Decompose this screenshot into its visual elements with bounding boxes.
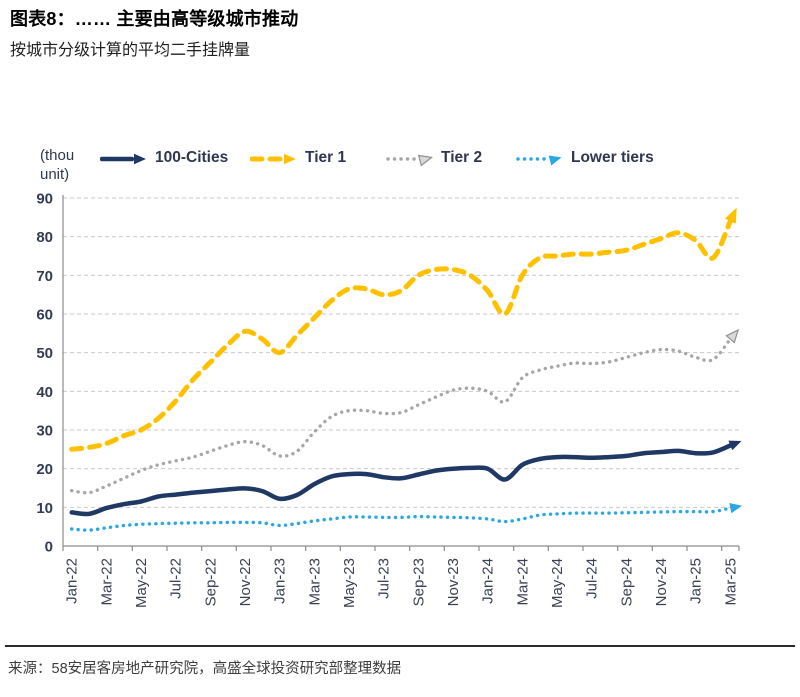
svg-text:Jul-22: Jul-22 xyxy=(168,558,185,599)
svg-text:Jul-23: Jul-23 xyxy=(376,558,393,599)
svg-text:Mar-22: Mar-22 xyxy=(98,558,115,606)
page-title: 图表8：…… 主要由高等级城市推动 xyxy=(10,9,299,29)
y-axis-unit-line1: (thou xyxy=(40,147,75,164)
y-axis-unit-line2: unit) xyxy=(40,166,70,183)
chart-subtitle: 按城市分级计算的平均二手挂牌量 xyxy=(10,42,251,59)
svg-text:Nov-24: Nov-24 xyxy=(653,558,670,606)
svg-text:Mar-25: Mar-25 xyxy=(722,558,739,606)
dashed-line-arrow-icon xyxy=(250,153,296,165)
legend-item-tier-2: Tier 2 xyxy=(386,149,482,167)
line-chart-plot: 0 10 20 30 40 50 60 70 80 90 Jan-22 Mar-22 May-22 Jul… xyxy=(36,191,743,608)
dotted-line-arrow-icon xyxy=(386,154,434,167)
svg-text:Mar-24: Mar-24 xyxy=(514,558,531,606)
svg-text:Jan-22: Jan-22 xyxy=(64,558,81,604)
footer-divider xyxy=(5,645,795,647)
legend-item-lower-tiers: Lower tiers xyxy=(516,149,654,167)
svg-text:Jan-23: Jan-23 xyxy=(272,558,289,604)
source-note: 来源：58安居客房地产研究院，高盛全球投资研究部整理数据 xyxy=(8,661,402,677)
solid-line-arrow-icon xyxy=(100,153,146,165)
svg-text:0: 0 xyxy=(45,539,53,556)
legend-item-tier-1: Tier 1 xyxy=(250,149,346,167)
svg-text:Nov-22: Nov-22 xyxy=(237,558,254,606)
svg-text:50: 50 xyxy=(36,345,53,362)
svg-text:80: 80 xyxy=(36,229,53,246)
svg-text:Sep-22: Sep-22 xyxy=(202,558,219,606)
legend-label: 100-Cities xyxy=(155,149,229,166)
svg-text:May-22: May-22 xyxy=(133,558,150,608)
svg-text:60: 60 xyxy=(36,307,53,324)
svg-text:Mar-23: Mar-23 xyxy=(306,558,323,606)
dotted-line-arrow-icon xyxy=(516,155,562,166)
svg-text:Jan-25: Jan-25 xyxy=(688,558,705,604)
svg-text:Nov-23: Nov-23 xyxy=(445,558,462,606)
svg-text:90: 90 xyxy=(36,191,53,208)
chart-header: 图表8：…… 主要由高等级城市推动 按城市分级计算的平均二手挂牌量 xyxy=(10,5,298,60)
legend-label: Lower tiers xyxy=(571,149,654,166)
legend-label: Tier 2 xyxy=(441,149,483,166)
svg-text:Sep-24: Sep-24 xyxy=(618,558,635,606)
svg-text:70: 70 xyxy=(36,268,53,285)
svg-text:30: 30 xyxy=(36,423,53,440)
svg-text:10: 10 xyxy=(36,500,53,517)
legend-label: Tier 1 xyxy=(305,149,347,166)
svg-text:40: 40 xyxy=(36,384,53,401)
svg-text:Jan-24: Jan-24 xyxy=(480,558,497,604)
svg-text:Sep-23: Sep-23 xyxy=(410,558,427,606)
svg-text:May-24: May-24 xyxy=(549,558,566,608)
svg-text:May-23: May-23 xyxy=(341,558,358,608)
legend-item-100-cities: 100-Cities xyxy=(100,149,228,167)
y-axis-unit-label: (thou unit) xyxy=(40,146,74,184)
svg-text:20: 20 xyxy=(36,461,53,478)
svg-text:Jul-24: Jul-24 xyxy=(584,558,601,599)
